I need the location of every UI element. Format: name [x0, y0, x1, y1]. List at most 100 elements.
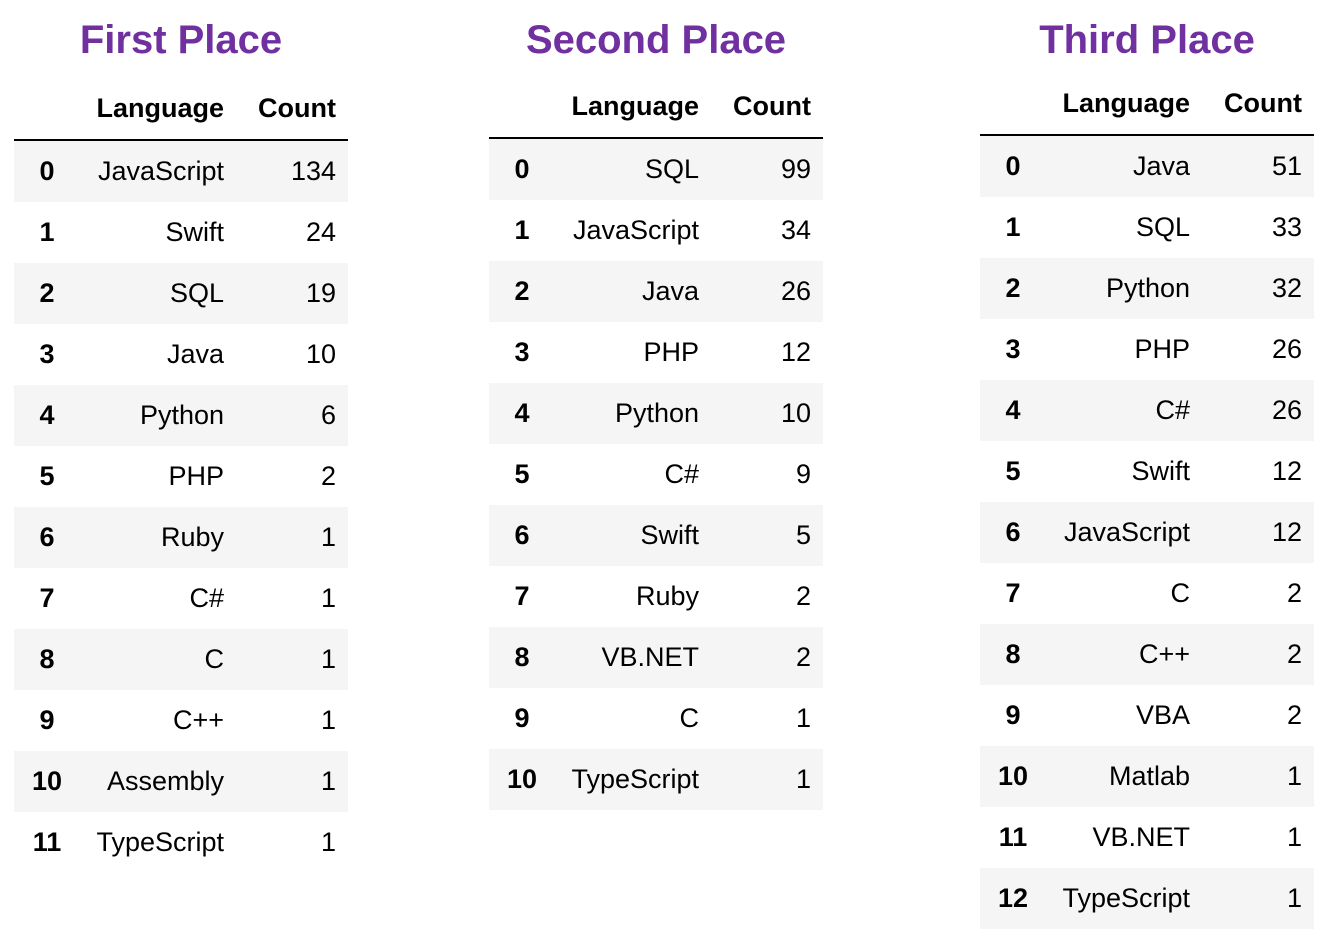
language-cell: VBA	[1135, 700, 1190, 730]
count-cell: 1	[320, 827, 336, 857]
table-row: 10 Assembly 1	[14, 751, 348, 812]
language-column-header: Language	[555, 76, 711, 139]
row-index: 7	[514, 581, 530, 611]
row-index: 2	[39, 278, 55, 308]
row-index: 6	[1005, 517, 1021, 547]
first-place-table: Language Count 0 JavaScript 134 1 Swift 24 2 SQ…	[14, 78, 348, 873]
count-cell: 26	[1271, 395, 1302, 425]
row-index: 5	[514, 459, 530, 489]
table-row: 3 PHP 12	[489, 322, 823, 383]
count-cell: 51	[1271, 151, 1302, 181]
row-index: 10	[997, 761, 1029, 791]
count-cell: 26	[780, 276, 811, 306]
language-cell: TypeScript	[571, 764, 699, 794]
row-index: 11	[998, 822, 1028, 852]
count-cell: 19	[305, 278, 336, 308]
row-index: 6	[39, 522, 55, 552]
language-cell: C	[204, 644, 225, 674]
count-cell: 1	[1286, 761, 1302, 791]
row-index: 1	[514, 215, 530, 245]
count-cell: 34	[780, 215, 811, 245]
count-cell: 6	[320, 400, 336, 430]
row-index: 10	[506, 764, 538, 794]
table-row: 0 JavaScript 134	[14, 140, 348, 202]
language-cell: Ruby	[160, 522, 224, 552]
count-cell: 10	[305, 339, 336, 369]
language-cell: SQL	[644, 154, 699, 184]
language-cell: C#	[189, 583, 224, 613]
count-cell: 1	[1286, 822, 1302, 852]
language-cell: C	[679, 703, 700, 733]
row-index: 9	[514, 703, 530, 733]
table-row: 5 PHP 2	[14, 446, 348, 507]
language-cell: Java	[641, 276, 699, 306]
language-cell: Assembly	[106, 766, 224, 796]
language-cell: C#	[664, 459, 699, 489]
language-column-header: Language	[1046, 73, 1202, 136]
row-index: 8	[39, 644, 55, 674]
row-index: 3	[1005, 334, 1021, 364]
table-row: 4 C# 26	[980, 380, 1314, 441]
count-column-header: Count	[1202, 73, 1314, 136]
table-row: 1 Swift 24	[14, 202, 348, 263]
language-cell: Python	[614, 398, 699, 428]
row-index: 3	[514, 337, 530, 367]
table-row: 8 C 1	[14, 629, 348, 690]
table-row: 6 JavaScript 12	[980, 502, 1314, 563]
count-cell: 1	[795, 703, 811, 733]
third-place-panel: Third Place Language Count 0 Java 51 1 SQL 33…	[980, 0, 1314, 940]
language-cell: C++	[1138, 639, 1190, 669]
table-row: 3 PHP 26	[980, 319, 1314, 380]
table-row: 1 JavaScript 34	[489, 200, 823, 261]
language-cell: Swift	[165, 217, 224, 247]
table-row: 11 TypeScript 1	[14, 812, 348, 873]
row-index: 7	[1005, 578, 1021, 608]
count-cell: 134	[290, 156, 336, 186]
table-row: 8 C++ 2	[980, 624, 1314, 685]
count-column-header: Count	[711, 76, 823, 139]
count-cell: 2	[320, 461, 336, 491]
table-row: 9 VBA 2	[980, 685, 1314, 746]
table-row: 11 VB.NET 1	[980, 807, 1314, 868]
row-index: 0	[514, 154, 530, 184]
count-cell: 1	[320, 705, 336, 735]
language-cell: Python	[139, 400, 224, 430]
row-index: 5	[1005, 456, 1021, 486]
language-cell: VB.NET	[601, 642, 699, 672]
table-row: 12 TypeScript 1	[980, 868, 1314, 929]
table-row: 2 SQL 19	[14, 263, 348, 324]
table-row: 7 C 2	[980, 563, 1314, 624]
count-cell: 99	[780, 154, 811, 184]
row-index: 3	[39, 339, 55, 369]
count-cell: 26	[1271, 334, 1302, 364]
table-row: 3 Java 10	[14, 324, 348, 385]
count-cell: 12	[1271, 456, 1302, 486]
language-cell: TypeScript	[96, 827, 224, 857]
count-cell: 2	[795, 581, 811, 611]
language-cell: PHP	[643, 337, 699, 367]
row-index: 10	[31, 766, 63, 796]
second-place-title: Second Place	[525, 18, 787, 62]
row-index: 7	[39, 583, 55, 613]
count-column-header: Count	[236, 78, 348, 141]
language-cell: VB.NET	[1092, 822, 1190, 852]
count-cell: 1	[320, 522, 336, 552]
row-index: 2	[514, 276, 530, 306]
language-cell: PHP	[1134, 334, 1190, 364]
table-row: 2 Java 26	[489, 261, 823, 322]
count-cell: 1	[320, 644, 336, 674]
table-row: 8 VB.NET 2	[489, 627, 823, 688]
table-row: 1 SQL 33	[980, 197, 1314, 258]
language-cell: Python	[1105, 273, 1190, 303]
count-cell: 1	[1286, 883, 1302, 913]
third-place-title: Third Place	[1039, 18, 1255, 62]
third-place-table: Language Count 0 Java 51 1 SQL 33 2 Python 32 3 PH…	[980, 73, 1314, 929]
language-cell: Java	[166, 339, 224, 369]
row-index: 8	[514, 642, 530, 672]
table-row: 0 Java 51	[980, 135, 1314, 197]
language-cell: Ruby	[635, 581, 699, 611]
first-place-title: First Place	[79, 18, 283, 62]
table-row: 0 SQL 99	[489, 138, 823, 200]
table-row: 10 TypeScript 1	[489, 749, 823, 810]
table-header-row: Language Count	[14, 78, 348, 141]
